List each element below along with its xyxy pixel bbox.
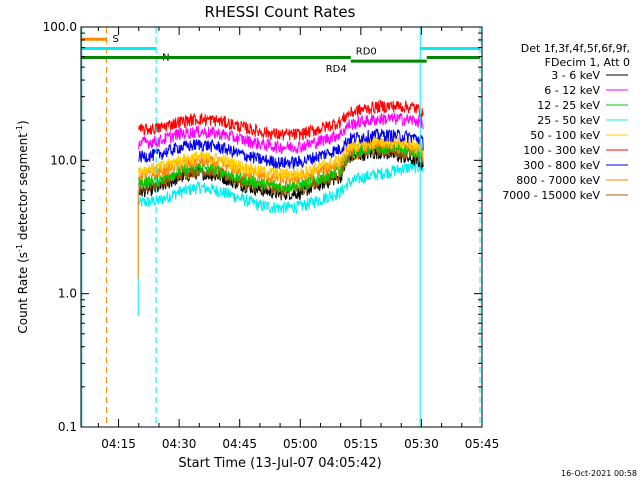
legend-label: 800 - 7000 keV	[516, 174, 600, 187]
x-tick-label: 04:45	[222, 437, 257, 451]
x-tick-label: 05:00	[283, 437, 318, 451]
series-line-100-300kev	[138, 98, 424, 141]
marker-lines	[81, 27, 481, 427]
legend-label: 3 - 6 keV	[551, 69, 600, 82]
y-axis-label-superscript: -1	[15, 125, 24, 133]
series-layer	[137, 98, 424, 316]
y-tick-label: 10.0	[50, 153, 77, 167]
y-axis-label-superscript: -1	[15, 244, 24, 252]
y-axis-ticks: 0.1 1.0 10.0 100.0	[43, 20, 482, 434]
series-line-6-12kev	[138, 112, 424, 155]
x-axis-ticks: 04:15 04:30 04:45 05:00 05:15 05:30 05:45	[97, 27, 500, 451]
x-tick-label: 04:15	[101, 437, 136, 451]
legend-label: 100 - 300 keV	[523, 144, 600, 157]
flag-label-s: S	[112, 34, 118, 45]
series-line-300-800kev	[138, 127, 424, 170]
plot-frame	[80, 26, 483, 428]
flag-label-rd4: RD4	[326, 64, 347, 75]
legend-header-line-1: Det 1f,3f,4f,5f,6f,9f,	[521, 42, 630, 55]
x-tick-label: 05:45	[465, 437, 500, 451]
y-axis-label-part: detector segment	[16, 133, 30, 244]
legend-label: 50 - 100 keV	[530, 129, 600, 142]
series-line-50-100kev	[138, 134, 424, 181]
series-line-25-50kev	[138, 158, 424, 214]
x-axis-label: Start Time (13-Jul-07 04:05:42)	[178, 456, 381, 471]
x-tick-label: 04:30	[162, 437, 197, 451]
chart-title: RHESSI Count Rates	[205, 3, 356, 21]
legend-label: 25 - 50 keV	[537, 114, 600, 127]
x-tick-label: 05:15	[344, 437, 379, 451]
legend-label: 300 - 800 keV	[523, 159, 600, 172]
series-line-12-25kev	[138, 139, 424, 193]
legend: 3 - 6 keV 6 - 12 keV 12 - 25 keV 25 - 50 ke…	[502, 69, 628, 202]
y-axis-label-part: Count Rate (s	[16, 252, 30, 334]
y-tick-label: 0.1	[58, 420, 77, 434]
legend-label: 12 - 25 keV	[537, 99, 600, 112]
x-tick-label: 05:30	[404, 437, 439, 451]
legend-header-line-2: FDecim 1, Att 0	[545, 56, 630, 69]
y-axis-label-part: )	[16, 120, 30, 125]
attenuator-flags: SNRD0RD4	[81, 34, 480, 75]
legend-label: 7000 - 15000 keV	[502, 189, 600, 202]
y-tick-label: 1.0	[58, 287, 77, 301]
legend-label: 6 - 12 keV	[544, 84, 600, 97]
y-axis-label: Count Rate (s-1 detector segment-1)	[15, 120, 30, 333]
generation-timestamp: 16-Oct-2021 00:58	[561, 469, 637, 478]
flag-label-rd0: RD0	[356, 47, 377, 58]
y-tick-label: 100.0	[43, 20, 77, 34]
